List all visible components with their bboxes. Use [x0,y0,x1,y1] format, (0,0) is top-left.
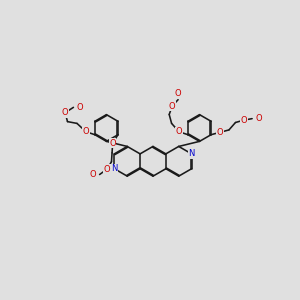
Text: N: N [111,164,118,173]
Text: O: O [77,103,83,112]
Text: O: O [169,102,175,111]
Text: O: O [104,165,110,174]
Text: O: O [241,116,247,124]
Text: O: O [176,127,182,136]
Text: O: O [90,170,96,179]
Text: O: O [82,127,89,136]
Text: O: O [109,139,116,148]
Text: O: O [175,89,181,98]
Text: O: O [217,128,223,137]
Text: O: O [62,108,68,117]
Text: O: O [255,114,262,123]
Text: N: N [188,149,195,158]
